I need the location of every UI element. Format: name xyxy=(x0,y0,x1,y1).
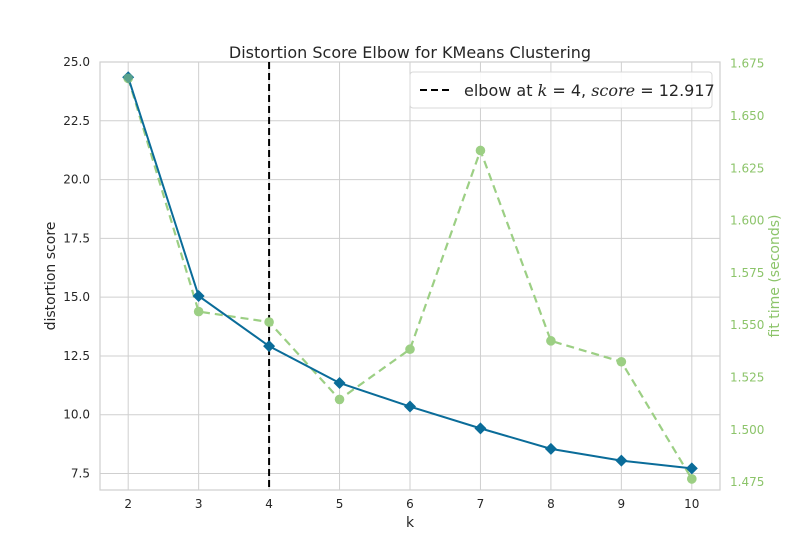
y2-tick-label: 1.650 xyxy=(730,109,764,123)
x-tick-label: 5 xyxy=(336,497,344,511)
distortion-point xyxy=(615,454,628,467)
x-tick-label: 10 xyxy=(684,497,699,511)
x-tick-label: 4 xyxy=(265,497,273,511)
legend-prefix: elbow at xyxy=(464,81,538,100)
legend-score-var: score xyxy=(591,81,635,100)
x-tick-label: 3 xyxy=(195,497,203,511)
distortion-point xyxy=(474,422,487,435)
y-axis-label: distortion score xyxy=(43,222,59,331)
fit-time-point-overlay xyxy=(123,73,133,84)
fit-time-point xyxy=(405,344,415,355)
fit-time-line xyxy=(127,77,693,480)
legend-k-eq: = 4, xyxy=(547,81,591,100)
x-tick-label: 7 xyxy=(477,497,485,511)
y-tick-label: 12.5 xyxy=(63,349,90,363)
y-tick-label: 25.0 xyxy=(63,55,90,69)
fit-time-point xyxy=(475,145,486,156)
fit-time-point-overlay xyxy=(687,474,697,484)
x-tick-label: 9 xyxy=(618,497,626,511)
legend-elbow-label: elbow at k = 4, score = 12.917 xyxy=(464,81,715,100)
y2-tick-label: 1.550 xyxy=(730,318,764,332)
x-tick-label: 6 xyxy=(406,497,414,511)
distortion-point xyxy=(263,340,276,353)
legend-score-eq: = 12.917 xyxy=(635,81,715,100)
x-tick-label: 2 xyxy=(124,497,132,511)
y-tick-label: 17.5 xyxy=(63,231,90,245)
y2-tick-label: 1.525 xyxy=(730,370,764,384)
y-tick-label: 15.0 xyxy=(63,290,90,304)
x-tick-label: 8 xyxy=(547,497,555,511)
distortion-point xyxy=(544,442,557,455)
x-axis-label: k xyxy=(406,515,415,531)
series xyxy=(122,71,698,484)
tick-labels: 2 3 4 5 6 7 8 9 10 7.5 10.0 12.5 15.0 17.5 20.0 22.5 25.… xyxy=(63,55,764,511)
plot-area-frame xyxy=(99,61,721,491)
y2-axis-label: fit time (seconds) xyxy=(767,215,783,338)
y-tick-label: 7.5 xyxy=(71,467,90,481)
distortion-point xyxy=(333,377,346,389)
distortion-point xyxy=(404,400,416,413)
fit-time-point xyxy=(616,356,627,367)
y2-tick-label: 1.675 xyxy=(730,57,764,71)
distortion-point xyxy=(192,289,205,302)
y2-tick-label: 1.625 xyxy=(730,161,764,175)
y2-tick-label: 1.500 xyxy=(730,423,764,437)
fit-time-point xyxy=(193,306,204,317)
legend-k-var: k xyxy=(538,81,548,100)
distortion-point xyxy=(685,462,698,475)
legend-box xyxy=(409,71,713,109)
y-tick-label: 22.5 xyxy=(63,114,90,128)
fit-time-point xyxy=(264,317,274,327)
legend: elbow at k = 4, score = 12.917 xyxy=(409,71,715,109)
y2-tick-label: 1.575 xyxy=(730,266,764,280)
fit-time-point xyxy=(334,394,345,405)
chart-title: Distortion Score Elbow for KMeans Cluste… xyxy=(229,43,591,62)
fit-time-point xyxy=(546,336,556,346)
y2-tick-label: 1.475 xyxy=(730,475,764,489)
y-tick-label: 20.0 xyxy=(63,173,90,187)
y-tick-label: 10.0 xyxy=(63,408,90,422)
y2-tick-label: 1.600 xyxy=(730,214,764,228)
